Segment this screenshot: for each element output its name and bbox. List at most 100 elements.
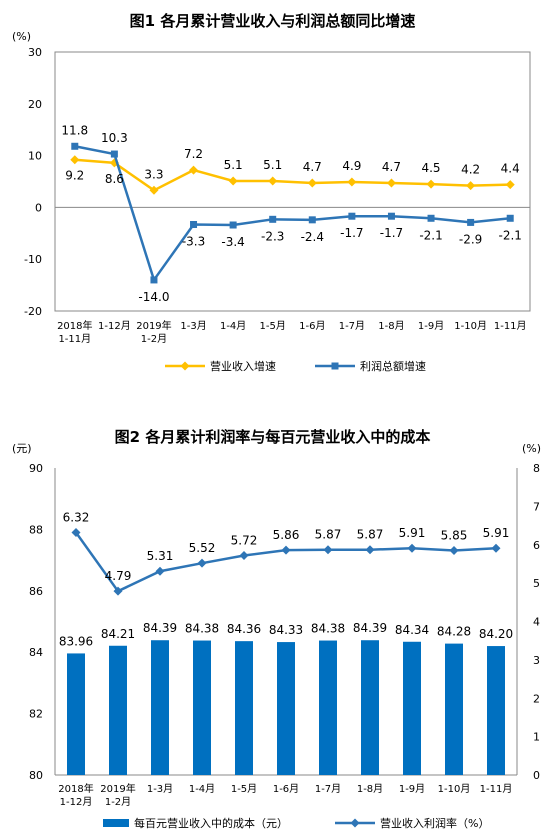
chart1-point-profit bbox=[387, 212, 395, 220]
chart2-data-label-margin: 5.91 bbox=[483, 526, 510, 540]
chart2-legend-swatch-cost bbox=[103, 819, 129, 827]
chart2-bar-cost bbox=[319, 640, 337, 775]
chart2-y-tick-label-left: 82 bbox=[29, 708, 43, 721]
chart2-y-tick-label-right: 3 bbox=[533, 654, 540, 667]
chart2-y-tick-label-left: 80 bbox=[29, 769, 43, 782]
chart2-data-label-margin: 5.87 bbox=[315, 528, 342, 542]
chart1-point-revenue bbox=[189, 165, 199, 175]
chart2-data-label-margin: 4.79 bbox=[105, 569, 132, 583]
chart1-x-tick-label: 1-10月 bbox=[454, 320, 487, 332]
chart1-data-label-profit: -2.9 bbox=[459, 232, 482, 246]
chart1-data-label-profit: -2.1 bbox=[419, 228, 442, 242]
chart2-bar-cost bbox=[67, 653, 85, 775]
chart2-y-tick-label-right: 0 bbox=[533, 769, 540, 782]
chart2-bar-cost bbox=[277, 642, 295, 775]
chart1-data-label-profit: -14.0 bbox=[138, 290, 169, 304]
chart2-point-margin bbox=[365, 545, 375, 555]
chart2-point-margin bbox=[239, 550, 249, 560]
chart1-svg: (%) 30 20 10 0 -10 -20 2018年 1-11月 1-12月 2019年 1-2月… bbox=[12, 30, 531, 373]
chart1-point-profit bbox=[150, 276, 158, 284]
chart2-y-tick-label-right: 2 bbox=[533, 692, 540, 705]
chart2-x-tick-label: 1-10月 bbox=[438, 783, 471, 795]
chart2-bar-cost bbox=[109, 645, 127, 775]
chart1-point-profit bbox=[308, 216, 316, 224]
chart2-point-margin bbox=[113, 586, 123, 596]
chart1-point-revenue bbox=[228, 176, 238, 186]
chart1-legend-label-profit: 利润总额增速 bbox=[360, 359, 426, 373]
chart1-x-tick-label: 1-7月 bbox=[339, 320, 365, 332]
chart2-point-margin bbox=[407, 543, 417, 553]
chart2-data-label-margin: 5.31 bbox=[147, 549, 174, 563]
chart2-bar-cost bbox=[151, 640, 169, 775]
chart2-x-tick-label: 1-5月 bbox=[231, 783, 257, 795]
chart2-data-label-margin: 5.86 bbox=[273, 528, 300, 542]
chart2-point-margin bbox=[155, 566, 165, 576]
chart2-data-label-cost: 83.96 bbox=[59, 634, 93, 648]
chart2-y-tick-label-left: 84 bbox=[29, 646, 43, 659]
chart1-point-profit bbox=[506, 214, 514, 222]
chart2-bar-cost bbox=[235, 641, 253, 775]
chart2-data-label-margin: 5.85 bbox=[441, 529, 468, 543]
chart2-y-unit-left: (元) bbox=[12, 442, 32, 455]
chart2-x-tick-label: 2019年 1-2月 bbox=[100, 782, 135, 808]
chart1-title: 图1 各月累计营业收入与利润总额同比增速 bbox=[129, 12, 416, 30]
chart1-point-revenue bbox=[268, 176, 278, 186]
chart1-data-label-revenue: 4.2 bbox=[461, 163, 480, 177]
chart1-data-label-revenue: 4.7 bbox=[303, 160, 322, 174]
chart2-y-unit-right: (%) bbox=[522, 442, 541, 455]
chart2-data-label-cost: 84.36 bbox=[227, 622, 261, 636]
chart2-x-tick-label: 1-8月 bbox=[357, 783, 383, 795]
chart1-series-line-0 bbox=[74, 158, 511, 192]
chart1-series-line-1 bbox=[74, 145, 511, 283]
chart2-point-margin bbox=[323, 545, 333, 555]
chart1-y-unit: (%) bbox=[12, 30, 31, 43]
chart1-y-tick-label: 0 bbox=[35, 201, 42, 214]
chart1-data-label-revenue: 3.3 bbox=[144, 167, 163, 181]
chart1-data-label-profit: -2.4 bbox=[301, 230, 324, 244]
chart1-x-tick-label: 1-4月 bbox=[220, 320, 246, 332]
chart1-point-profit bbox=[427, 214, 435, 222]
chart1-x-tick-label: 1-6月 bbox=[299, 320, 325, 332]
chart2-x-tick-label: 1-4月 bbox=[189, 783, 215, 795]
chart1-y-tick-label: 10 bbox=[28, 150, 42, 163]
chart2-y-tick-label-right: 4 bbox=[533, 616, 540, 629]
chart1-data-label-revenue: 4.5 bbox=[421, 161, 440, 175]
chart1-data-label-revenue: 5.1 bbox=[224, 158, 243, 172]
chart1-point-profit bbox=[467, 218, 475, 226]
chart2-x-tick-label: 1-3月 bbox=[147, 783, 173, 795]
chart1-point-revenue bbox=[70, 155, 80, 165]
chart2-title: 图2 各月累计利润率与每百元营业收入中的成本 bbox=[114, 428, 431, 446]
chart2-bar-cost bbox=[487, 646, 505, 775]
chart2-data-label-margin: 6.32 bbox=[63, 510, 90, 524]
chart2-x-tick-label: 1-9月 bbox=[399, 783, 425, 795]
chart1-data-label-profit: -3.3 bbox=[182, 234, 205, 248]
chart2-point-margin bbox=[71, 527, 81, 537]
chart1-point-revenue bbox=[386, 178, 396, 188]
chart1-data-label-profit: 10.3 bbox=[101, 131, 128, 145]
chart1-point-revenue bbox=[149, 185, 159, 195]
chart2-data-label-cost: 84.34 bbox=[395, 623, 429, 637]
chart1-x-tick-label: 2019年 1-2月 bbox=[136, 319, 171, 345]
chart1-x-tick-label: 1-9月 bbox=[418, 320, 444, 332]
chart2-y-tick-label-right: 7 bbox=[533, 500, 540, 513]
chart2-data-label-cost: 84.20 bbox=[479, 627, 513, 641]
chart1-y-tick-label: -10 bbox=[24, 253, 42, 266]
chart2-point-margin bbox=[197, 558, 207, 568]
chart1-y-tick-label: 30 bbox=[28, 46, 42, 59]
chart1-point-profit bbox=[110, 150, 118, 158]
chart2-bar-cost bbox=[445, 643, 463, 775]
chart1-legend-label-revenue: 营业收入增速 bbox=[210, 359, 276, 373]
chart2-y-tick-label-right: 5 bbox=[533, 577, 540, 590]
chart2-data-label-cost: 84.38 bbox=[311, 622, 345, 636]
chart2-data-label-cost: 84.39 bbox=[353, 621, 387, 635]
chart1-data-label-revenue: 8.6 bbox=[105, 172, 124, 186]
chart2-bar-cost bbox=[361, 640, 379, 775]
chart2-bar-cost bbox=[403, 641, 421, 775]
chart2-data-label-margin: 5.91 bbox=[399, 526, 426, 540]
chart1-x-tick-label: 1-11月 bbox=[494, 320, 527, 332]
chart1-x-tick-label: 2018年 1-11月 bbox=[57, 319, 92, 345]
chart2-y-tick-label-right: 6 bbox=[533, 539, 540, 552]
chart2-point-margin bbox=[281, 545, 291, 555]
chart1-data-label-profit: -2.1 bbox=[498, 228, 521, 242]
